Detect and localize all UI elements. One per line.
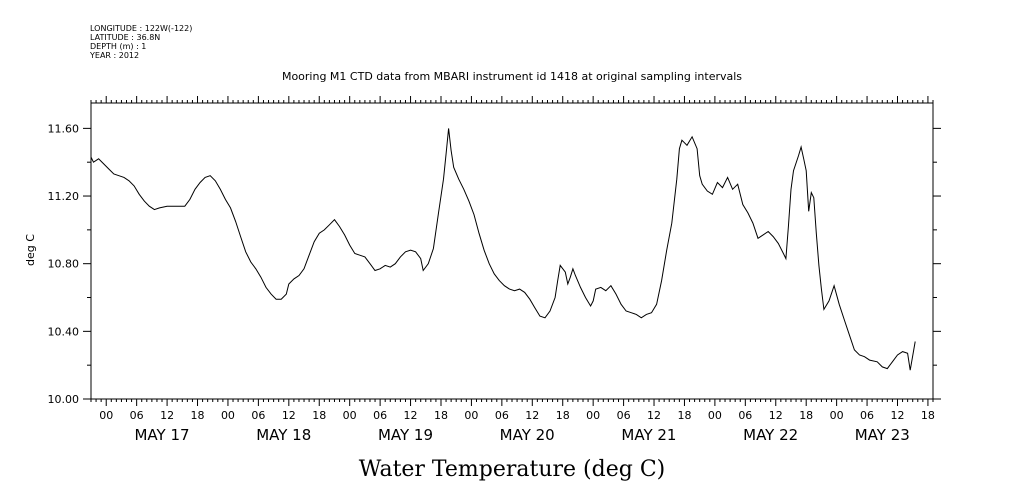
x-axis-ticks: 00 06 12 18 00 06 12 18 00 06 12 18 00 06 12 18 00 06 12 18… xyxy=(99,409,935,422)
plot-frame xyxy=(90,102,934,400)
x-hour-label: 12 xyxy=(160,409,174,422)
x-hour-label: 06 xyxy=(251,409,265,422)
x-hour-label: 06 xyxy=(130,409,144,422)
x-day-label: MAY 19 xyxy=(378,426,433,444)
x-hour-label: 06 xyxy=(495,409,509,422)
x-hour-label: 00 xyxy=(221,409,235,422)
x-hour-label: 12 xyxy=(769,409,783,422)
x-day-label: MAY 22 xyxy=(743,426,798,444)
y-axis-label: deg C xyxy=(24,234,37,266)
x-hour-label: 12 xyxy=(525,409,539,422)
x-hour-label: 12 xyxy=(647,409,661,422)
y-axis-ticks: 10.00 10.40 10.80 11.20 11.60 xyxy=(48,122,941,406)
x-hour-label: 06 xyxy=(738,409,752,422)
y-tick-label: 10.00 xyxy=(48,393,80,406)
y-tick-label: 10.40 xyxy=(48,325,80,338)
x-hour-label: 18 xyxy=(434,409,448,422)
y-tick-label: 11.20 xyxy=(48,190,80,203)
x-day-label: MAY 17 xyxy=(134,426,189,444)
x-hour-label: 18 xyxy=(556,409,570,422)
x-hour-label: 00 xyxy=(830,409,844,422)
x-hour-label: 00 xyxy=(708,409,722,422)
day-labels: MAY 17 MAY 18 MAY 19 MAY 20 MAY 21 MAY 22 MAY … xyxy=(134,426,909,444)
x-hour-label: 06 xyxy=(617,409,631,422)
x-day-label: MAY 20 xyxy=(500,426,555,444)
x-hour-label: 18 xyxy=(799,409,813,422)
water-temperature-line xyxy=(90,128,916,371)
minor-ticks xyxy=(90,96,934,406)
x-hour-label: 18 xyxy=(312,409,326,422)
x-hour-label: 00 xyxy=(99,409,113,422)
x-hour-label: 06 xyxy=(860,409,874,422)
header-latitude: LATITUDE : 36.8N xyxy=(90,33,160,42)
y-tick-label: 11.60 xyxy=(48,122,80,135)
x-hour-label: 12 xyxy=(282,409,296,422)
header-depth: DEPTH (m) : 1 xyxy=(90,42,146,51)
x-hour-label: 18 xyxy=(677,409,691,422)
x-hour-label: 12 xyxy=(404,409,418,422)
x-hour-label: 18 xyxy=(191,409,205,422)
x-hour-label: 00 xyxy=(586,409,600,422)
chart-title: Mooring M1 CTD data from MBARI instrumen… xyxy=(282,70,742,83)
x-hour-label: 18 xyxy=(921,409,935,422)
header-info-block: LONGITUDE : 122W(-122) LATITUDE : 36.8N … xyxy=(89,24,192,60)
x-axis-big-label: Water Temperature (deg C) xyxy=(359,457,666,482)
x-hour-label: 00 xyxy=(464,409,478,422)
x-hour-label: 00 xyxy=(343,409,357,422)
x-day-label: MAY 18 xyxy=(256,426,311,444)
x-day-label: MAY 23 xyxy=(855,426,910,444)
x-hour-label: 06 xyxy=(373,409,387,422)
x-day-label: MAY 21 xyxy=(621,426,676,444)
header-longitude: LONGITUDE : 122W(-122) xyxy=(90,24,192,33)
x-hour-label: 12 xyxy=(890,409,904,422)
header-year: YEAR : 2012 xyxy=(89,51,139,60)
y-tick-label: 10.80 xyxy=(48,258,80,271)
